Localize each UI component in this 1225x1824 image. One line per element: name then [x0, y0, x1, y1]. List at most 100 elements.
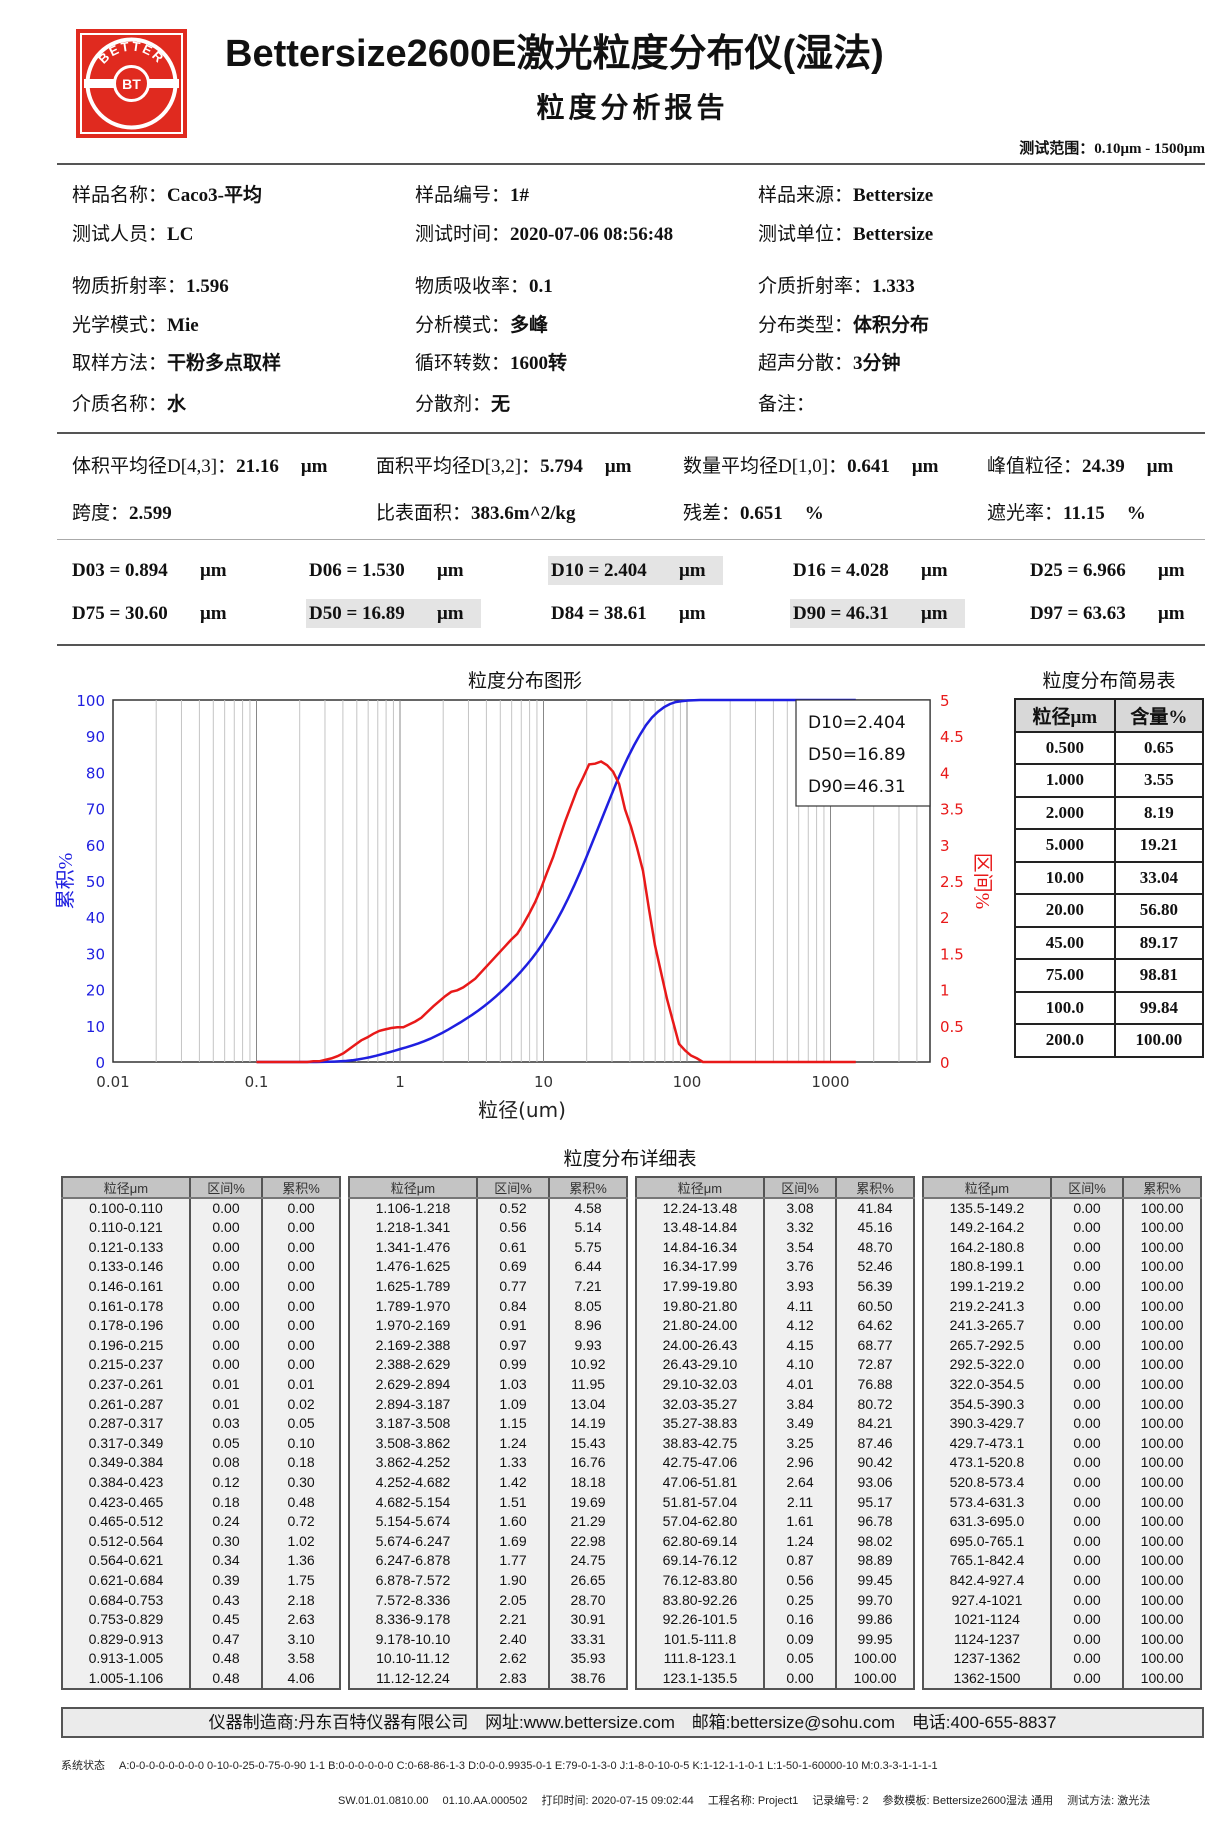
y-right-tick-label: 0	[940, 1054, 950, 1072]
d-value: D10 = 2.404	[551, 560, 647, 581]
table-row: 219.2-241.3 0.00 100.00	[922, 1296, 1201, 1316]
table-row: 1021-1124 0.00 100.00	[922, 1609, 1201, 1630]
interval-cell: 0.56	[762, 1570, 837, 1591]
system-status-label: 系统状态	[61, 1760, 105, 1772]
table-row: 2.894-3.187 1.09 13.04	[348, 1394, 627, 1414]
print-info: SW.01.01.0810.00 01.10.AA.000502 打印时间: 202…	[338, 1792, 1164, 1808]
interval-cell: 0.00	[188, 1257, 263, 1277]
stat-value: 5.794	[540, 456, 583, 477]
interval-cell: 0.00	[188, 1237, 263, 1258]
content-cell: 98.81	[1113, 958, 1205, 993]
table-row: 29.10-32.03 4.01 76.88	[635, 1374, 914, 1395]
cumulative-cell: 24.75	[548, 1551, 627, 1571]
stat-label: 残差：	[683, 503, 741, 524]
field-label: 循环转数：	[415, 353, 511, 374]
info-ultrasonic: 超声分散：3分钟	[758, 348, 901, 375]
table-row: 927.4-1021 0.00 100.00	[922, 1590, 1201, 1610]
cumulative-cell: 2.63	[261, 1609, 340, 1630]
cumulative-cell: 0.72	[261, 1511, 340, 1532]
cumulative-cell: 0.05	[261, 1413, 340, 1434]
table-row: 8.336-9.178 2.21 30.91	[348, 1609, 627, 1630]
cumulative-cell: 18.18	[548, 1472, 627, 1493]
table-row: 1.218-1.341 0.56 5.14	[348, 1218, 627, 1238]
interval-curve	[256, 760, 856, 1064]
table-row: 0.684-0.753 0.43 2.18	[61, 1590, 340, 1610]
size-range-cell: 0.178-0.196	[61, 1315, 190, 1336]
table-row: 573.4-631.3 0.00 100.00	[922, 1492, 1201, 1512]
field-label: 物质折射率：	[72, 276, 187, 297]
cumulative-cell: 1.36	[261, 1551, 340, 1571]
d-value-unit: μm	[679, 560, 706, 581]
cumulative-cell: 5.14	[548, 1218, 627, 1238]
x-tick-label: 1000	[811, 1073, 849, 1091]
cumulative-cell: 1.02	[261, 1531, 340, 1552]
size-range-cell: 51.81-57.04	[635, 1492, 764, 1512]
table-row: 2.169-2.388 0.97 9.93	[348, 1335, 627, 1356]
size-range-cell: 4.682-5.154	[348, 1492, 477, 1512]
table-row: 10.10-11.12 2.62 35.93	[348, 1649, 627, 1669]
table-row: 135.5-149.2 0.00 100.00	[922, 1198, 1201, 1218]
size-range-cell: 1.005-1.106	[61, 1668, 190, 1689]
interval-cell: 0.00	[1049, 1276, 1124, 1297]
size-cell: 45.00	[1014, 925, 1116, 960]
table-row: 473.1-520.8 0.00 100.00	[922, 1453, 1201, 1473]
stat-value: 0.641	[847, 456, 890, 477]
size-range-cell: 8.336-9.178	[348, 1609, 477, 1630]
d-value: D90 = 46.31	[793, 603, 889, 624]
interval-cell: 0.05	[188, 1433, 263, 1454]
size-range-cell: 842.4-927.4	[922, 1570, 1051, 1591]
column-header: 粒径μm	[348, 1177, 477, 1199]
table-row: 6.247-6.878 1.77 24.75	[348, 1551, 627, 1571]
cumulative-cell: 21.29	[548, 1511, 627, 1532]
cumulative-cell: 100.00	[1122, 1296, 1201, 1316]
size-range-cell: 0.237-0.261	[61, 1374, 190, 1395]
cumulative-cell: 4.06	[261, 1668, 340, 1689]
interval-cell: 1.24	[475, 1433, 550, 1454]
table-row: 1124-1237 0.00 100.00	[922, 1629, 1201, 1650]
table-row: 0.215-0.237 0.00 0.00	[61, 1355, 340, 1375]
interval-cell: 3.84	[762, 1394, 837, 1414]
size-range-cell: 1.341-1.476	[348, 1237, 477, 1258]
table-row: 12.24-13.48 3.08 41.84	[635, 1198, 914, 1218]
table-row: 45.00 89.17	[1014, 925, 1205, 960]
cumulative-cell: 84.21	[835, 1413, 914, 1434]
interval-cell: 0.45	[188, 1609, 263, 1630]
size-cell: 75.00	[1014, 958, 1116, 993]
table-row: 75.00 98.81	[1014, 958, 1205, 993]
y-right-tick-label: 2.5	[940, 873, 964, 891]
cumulative-cell: 64.62	[835, 1315, 914, 1336]
stat-value: 24.39	[1082, 456, 1125, 477]
cumulative-cell: 0.01	[261, 1374, 340, 1395]
table-row: 32.03-35.27 3.84 80.72	[635, 1394, 914, 1414]
table-header: 粒径μm 区间% 累积%	[348, 1177, 627, 1199]
stat-value: 383.6m^2/kg	[471, 503, 576, 524]
stat-label: 体积平均径D[4,3]：	[72, 456, 237, 477]
cumulative-cell: 100.00	[1122, 1413, 1201, 1434]
cumulative-cell: 100.00	[1122, 1394, 1201, 1414]
website-link[interactable]: 网址:www.bettersize.com	[485, 1713, 675, 1732]
simple-table-title: 粒度分布简易表	[1042, 671, 1176, 692]
stat-unit: μm	[604, 456, 632, 477]
table-row: 0.178-0.196 0.00 0.00	[61, 1315, 340, 1336]
size-cell: 5.000	[1014, 828, 1116, 863]
table-row: 0.465-0.512 0.24 0.72	[61, 1511, 340, 1532]
interval-cell: 0.00	[188, 1315, 263, 1336]
stat-residual: 残差：0.651%	[683, 498, 824, 525]
field-value: 1.333	[872, 276, 915, 297]
interval-cell: 0.01	[188, 1374, 263, 1395]
field-value: 多峰	[510, 315, 549, 336]
interval-cell: 0.24	[188, 1511, 263, 1532]
table-row: 111.8-123.1 0.05 100.00	[635, 1649, 914, 1669]
size-range-cell: 76.12-83.80	[635, 1570, 764, 1591]
cumulative-cell: 4.58	[548, 1198, 627, 1218]
cumulative-cell: 100.00	[1122, 1551, 1201, 1571]
email-link[interactable]: 邮箱:bettersize@sohu.com	[691, 1713, 896, 1732]
y-right-tick-label: 1.5	[940, 945, 964, 963]
table-row: 0.829-0.913 0.47 3.10	[61, 1629, 340, 1650]
stat-obscuration: 遮光率：11.15%	[987, 498, 1146, 525]
d-value: D84 = 38.61	[551, 603, 647, 624]
y-right-tick-label: 1	[940, 982, 950, 1000]
table-row: 241.3-265.7 0.00 100.00	[922, 1315, 1201, 1336]
interval-cell: 3.32	[762, 1218, 837, 1238]
cumulative-cell: 48.70	[835, 1237, 914, 1258]
